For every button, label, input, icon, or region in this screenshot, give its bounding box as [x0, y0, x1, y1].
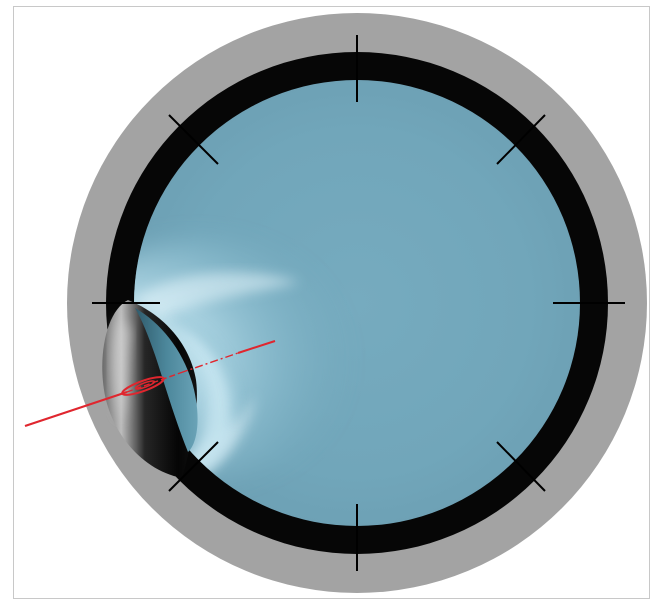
- beam-exit: [237, 340, 276, 354]
- tick-top-left: [168, 114, 219, 165]
- beam-incoming: [24, 390, 128, 428]
- focus-ellipse: [121, 376, 165, 396]
- tick-bottom-left: [168, 441, 219, 492]
- beam-dashdot: [179, 352, 239, 374]
- laser-beam: [24, 340, 276, 428]
- tick-bottom-right: [496, 441, 546, 492]
- tick-marks: [92, 35, 625, 571]
- plume-arc-shading: [174, 317, 240, 421]
- focus-ellipse-inner: [134, 380, 156, 390]
- tick-top-right: [496, 114, 546, 165]
- droplet-inner-lens: [135, 308, 198, 452]
- plume-crescent: [168, 320, 235, 473]
- plume-streak-upper: [134, 272, 300, 318]
